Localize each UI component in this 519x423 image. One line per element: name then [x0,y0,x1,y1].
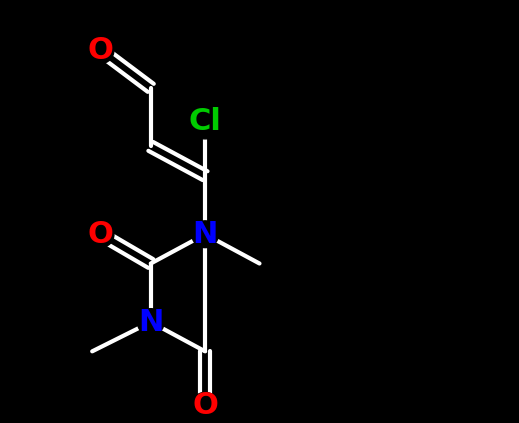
Text: N: N [138,308,163,337]
Text: O: O [88,36,114,65]
Circle shape [192,221,218,247]
Circle shape [138,309,164,335]
Text: O: O [88,220,114,249]
Circle shape [192,393,218,419]
Circle shape [87,37,114,63]
Text: Cl: Cl [189,107,222,136]
Text: N: N [193,220,218,249]
Circle shape [87,221,114,247]
Circle shape [187,104,223,139]
Text: O: O [192,391,218,420]
